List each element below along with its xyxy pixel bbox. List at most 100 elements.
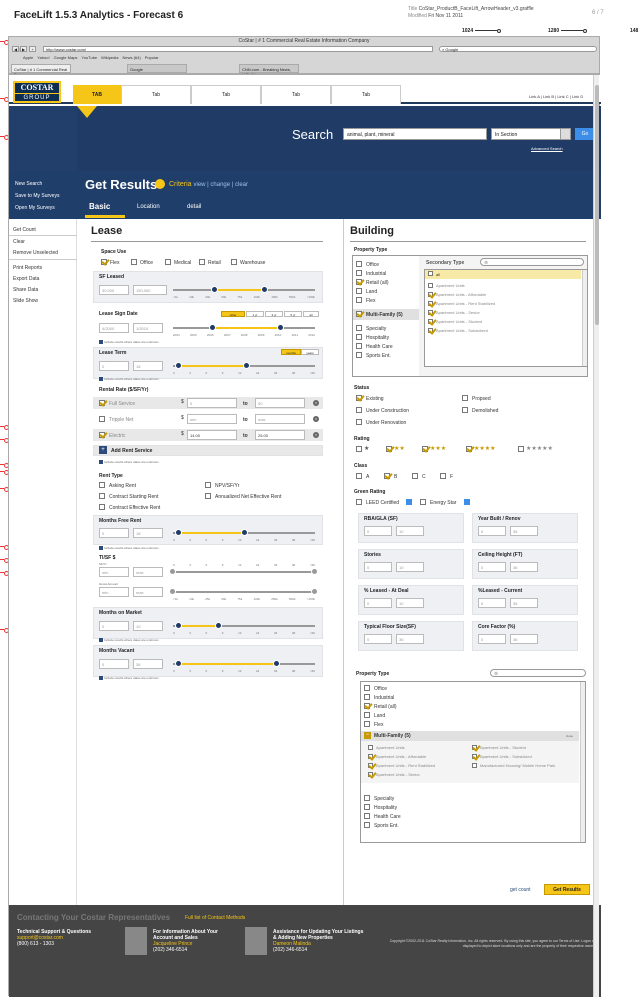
ceiling-to-input[interactable]: 36 (510, 562, 538, 572)
market-to-input[interactable]: 10 (133, 621, 163, 631)
browser-search-input[interactable]: ⌕ Google (439, 46, 597, 52)
full-service-checkbox[interactable] (99, 400, 105, 406)
add-rent-service-row[interactable] (93, 445, 323, 456)
pt2-office-checkbox[interactable] (364, 685, 370, 691)
include-unknown-vacant-option[interactable]: Include results where dates are unknown (99, 676, 159, 681)
pt2-flex-checkbox[interactable] (364, 721, 370, 727)
sf-slider-max-handle[interactable] (261, 286, 268, 293)
leed-checkbox[interactable] (356, 499, 362, 505)
office-checkbox[interactable] (131, 259, 137, 265)
pt2-land-checkbox[interactable] (364, 712, 370, 718)
tisf-slider-track[interactable] (173, 571, 315, 573)
costar-logo[interactable]: COSTAR GROUP (13, 81, 61, 103)
sign-date-from-input[interactable]: 4/2000 (99, 323, 129, 333)
retail-checkbox[interactable] (199, 259, 205, 265)
header-links[interactable]: Link A | Link B | Link C | Link D (529, 94, 584, 99)
electric-max-input[interactable]: 25.00 (255, 430, 305, 440)
vacant-from-input[interactable]: 0 (99, 659, 129, 669)
medical-checkbox[interactable] (165, 259, 171, 265)
term-max-handle[interactable] (243, 362, 250, 369)
slide-show-link[interactable]: Slide Show (13, 298, 39, 304)
search-scope-select[interactable]: In Section (491, 128, 571, 140)
gross-slider-track[interactable] (173, 591, 315, 593)
tab-4[interactable]: Tab (261, 85, 331, 104)
remove-rate-icon[interactable]: × (313, 400, 319, 406)
include-unknown-term-option[interactable]: Include results where dates are unknown (99, 377, 159, 382)
health-care-checkbox[interactable] (356, 343, 362, 349)
multifamily-row[interactable] (353, 309, 419, 320)
term-min-handle[interactable] (175, 362, 182, 369)
electric-checkbox[interactable] (99, 432, 105, 438)
browser-tab[interactable]: CoStar | # 1 Commercial Real Esta... (11, 64, 71, 77)
year-built-from-input[interactable]: 0 (478, 526, 506, 536)
rba-to-input[interactable]: 10 (396, 526, 424, 536)
market-min-handle[interactable] (175, 622, 182, 629)
listings-contact-name[interactable]: Dameon Malinda (273, 941, 311, 947)
advanced-search-link[interactable]: Advanced Search (531, 146, 563, 151)
electric-min-input[interactable]: 14.00 (187, 430, 237, 440)
pt2-sub-checkbox[interactable] (368, 745, 373, 750)
retail-type-checkbox[interactable] (356, 279, 362, 285)
months-free-min-handle[interactable] (175, 529, 182, 536)
vacant-to-input[interactable]: 36 (133, 659, 163, 669)
rating-3-checkbox[interactable] (422, 446, 428, 452)
secondary-checkbox[interactable] (428, 283, 433, 288)
bookmark-item[interactable]: News (64) (122, 55, 141, 60)
pt2-hospitality-checkbox[interactable] (364, 804, 370, 810)
year-built-to-input[interactable]: 36 (510, 526, 538, 536)
rating-1-checkbox[interactable] (356, 446, 362, 452)
tisf-max-handle[interactable] (311, 568, 318, 575)
rating-4-checkbox[interactable] (466, 446, 472, 452)
leased-current-from-input[interactable]: 0 (478, 598, 506, 608)
demolished-checkbox[interactable] (462, 407, 468, 413)
criteria-links[interactable]: view | change | clear (193, 182, 248, 188)
bookmark-item[interactable]: Apple (23, 55, 34, 60)
subtab-location[interactable]: Location (137, 204, 160, 210)
secondary-checkbox[interactable] (428, 292, 433, 297)
bookmark-item[interactable]: Yahoo! (37, 55, 50, 60)
sales-contact-name[interactable]: Jacqueline Prince (153, 941, 193, 947)
warehouse-checkbox[interactable] (231, 259, 237, 265)
hospitality-checkbox[interactable] (356, 334, 362, 340)
class-b-checkbox[interactable] (384, 473, 390, 479)
remove-unselected-link[interactable]: Remove Unselected (13, 250, 59, 256)
gross-min-handle[interactable] (169, 588, 176, 595)
sf-min-input[interactable]: 30,000 (99, 285, 129, 295)
annualized-net-checkbox[interactable] (205, 493, 211, 499)
secondary-scrollbar[interactable] (582, 270, 587, 366)
bookmark-item[interactable]: Popular (144, 55, 159, 60)
subtab-detail[interactable]: detail (187, 204, 202, 210)
secondary-checkbox[interactable] (428, 310, 433, 315)
under-construction-checkbox[interactable] (356, 407, 362, 413)
pt2-sub-checkbox[interactable] (472, 763, 477, 768)
open-surveys-link[interactable]: Open My Surveys (15, 205, 55, 211)
date-range-1yr[interactable]: 1 yr (246, 311, 264, 317)
clear-link[interactable]: Clear (13, 239, 25, 245)
market-from-input[interactable]: 0 (99, 621, 129, 631)
leased-deal-to-input[interactable]: 10 (396, 598, 424, 608)
pt2-multifamily-row[interactable] (361, 731, 579, 741)
ceiling-from-input[interactable]: 0 (478, 562, 506, 572)
support-email[interactable]: support@costar.com (17, 935, 63, 941)
gross-min-input[interactable]: min (99, 587, 129, 597)
date-range-3yr[interactable]: 3 yr (265, 311, 283, 317)
bookmark-item[interactable]: YouTube (81, 55, 98, 60)
include-unknown-dates-option[interactable]: Include results where dates are unknown (99, 340, 159, 345)
print-reports-link[interactable]: Print Reports (13, 265, 43, 271)
proposed-checkbox[interactable] (462, 395, 468, 401)
collapse-icon[interactable]: − (364, 732, 371, 739)
market-slider-track[interactable] (173, 625, 315, 627)
term-from-input[interactable]: 0 (99, 361, 129, 371)
date-range-5yr[interactable]: 5 yr (284, 311, 302, 317)
rba-from-input[interactable]: 0 (364, 526, 392, 536)
new-search-link[interactable]: New Search (15, 181, 43, 187)
rating-5-checkbox[interactable] (518, 446, 524, 452)
full-service-min-input[interactable]: 0 (187, 398, 237, 408)
vacant-max-handle[interactable] (273, 660, 280, 667)
get-count-link[interactable]: get count (510, 887, 531, 893)
pt2-sub-checkbox[interactable] (472, 745, 477, 750)
date-range-all[interactable]: all (303, 311, 319, 317)
energy-star-checkbox[interactable] (420, 499, 426, 505)
months-free-from-input[interactable]: 0 (99, 528, 129, 538)
class-c-checkbox[interactable] (412, 473, 418, 479)
